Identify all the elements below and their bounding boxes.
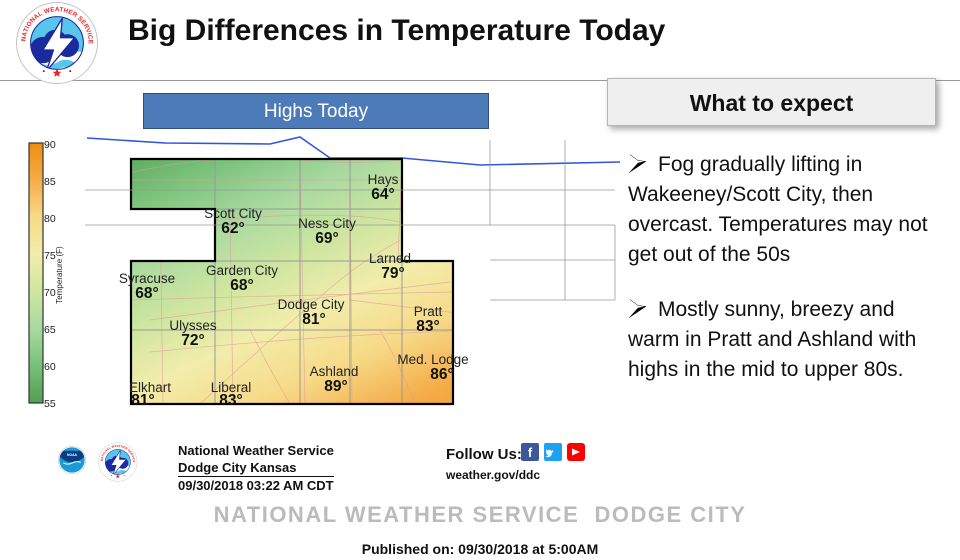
svg-text:69°: 69° <box>315 230 338 247</box>
svg-text:Ness City: Ness City <box>298 216 356 231</box>
svg-text:Garden City: Garden City <box>206 263 278 278</box>
svg-text:NOAA: NOAA <box>67 453 78 457</box>
svg-text:55: 55 <box>44 398 56 410</box>
svg-text:65: 65 <box>44 324 56 336</box>
svg-text:83°: 83° <box>219 392 242 409</box>
svg-text:Scott City: Scott City <box>204 206 262 221</box>
svg-text:85: 85 <box>44 176 56 188</box>
svg-text:72°: 72° <box>181 332 204 349</box>
svg-text:79°: 79° <box>381 265 404 282</box>
svg-text:Larned: Larned <box>369 251 411 266</box>
svg-text:Ashland: Ashland <box>310 364 359 379</box>
svg-text:Ulysses: Ulysses <box>169 318 217 333</box>
svg-text:60: 60 <box>44 361 56 373</box>
svg-text:Dodge City: Dodge City <box>278 297 345 312</box>
svg-text:f: f <box>528 445 533 460</box>
svg-text:80: 80 <box>44 213 56 225</box>
svg-text:81°: 81° <box>302 311 325 328</box>
svg-text:Hays: Hays <box>368 172 399 187</box>
svg-text:Pratt: Pratt <box>414 304 443 319</box>
svg-text:89°: 89° <box>324 378 347 395</box>
svg-text:64°: 64° <box>371 186 394 203</box>
svg-text:81°: 81° <box>131 392 154 409</box>
svg-text:62°: 62° <box>221 220 244 237</box>
svg-text:86°: 86° <box>430 366 453 383</box>
svg-text:Med. Lodge: Med. Lodge <box>397 352 468 367</box>
svg-text:83°: 83° <box>416 318 439 335</box>
svg-text:90: 90 <box>44 139 56 151</box>
svg-text:Syracuse: Syracuse <box>119 271 175 286</box>
svg-text:Temperature (F): Temperature (F) <box>55 246 64 304</box>
svg-text:68°: 68° <box>230 277 253 294</box>
svg-text:68°: 68° <box>135 285 158 302</box>
